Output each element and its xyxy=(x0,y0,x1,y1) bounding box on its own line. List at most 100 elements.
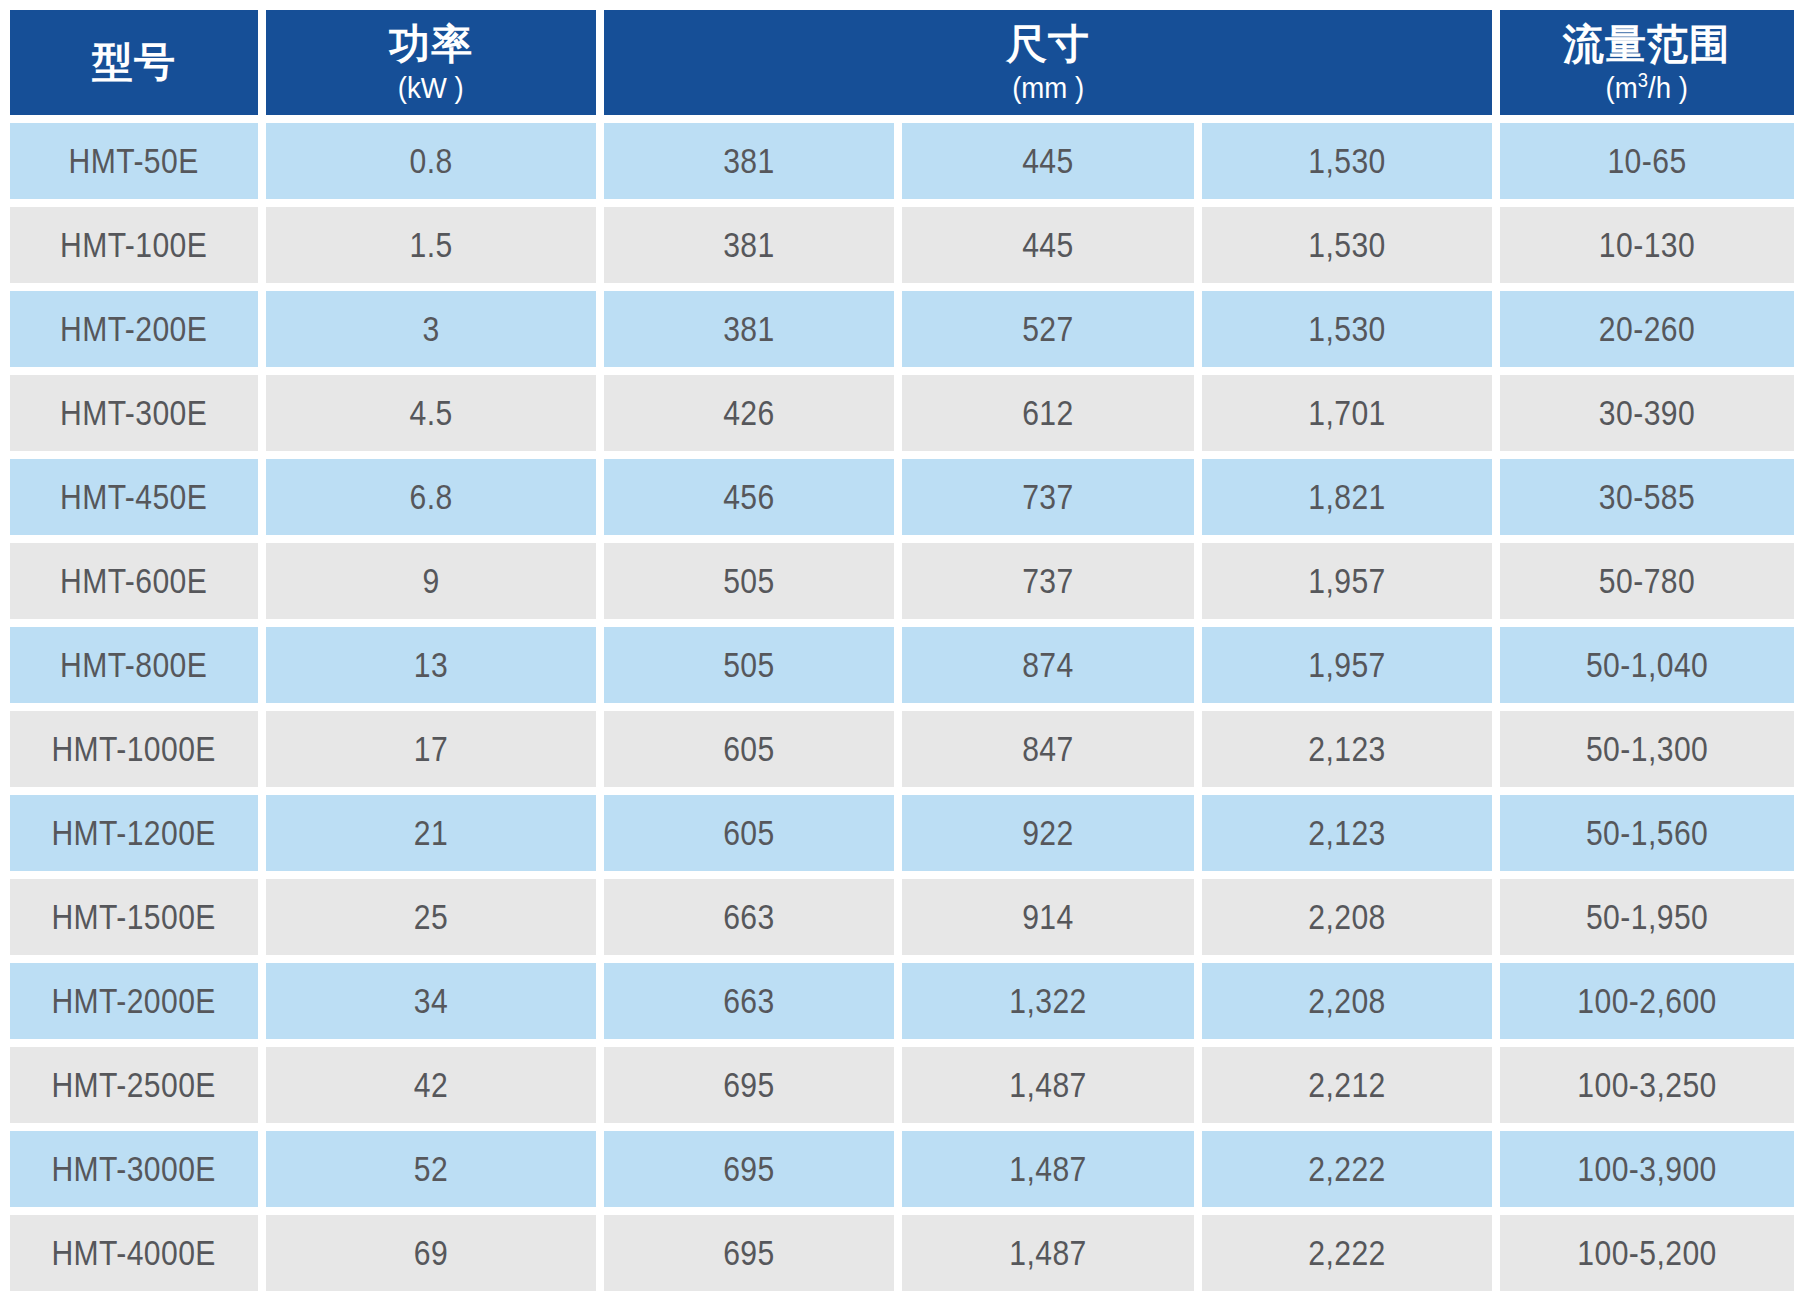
size-cell-1: 695 xyxy=(604,1131,894,1207)
model-value: HMT-50E xyxy=(69,141,199,181)
power-cell: 25 xyxy=(266,879,596,955)
size-cell-2: 737 xyxy=(902,543,1194,619)
flow-range-value: 10-65 xyxy=(1607,141,1686,181)
size-value-1: 381 xyxy=(723,309,775,349)
size-cell-1: 505 xyxy=(604,627,894,703)
flow-range-value: 50-1,300 xyxy=(1586,729,1708,769)
size-value-3: 1,530 xyxy=(1308,225,1385,265)
size-value-3: 1,701 xyxy=(1308,393,1385,433)
power-cell: 69 xyxy=(266,1215,596,1291)
size-value-2: 874 xyxy=(1022,645,1074,685)
size-cell-2: 445 xyxy=(902,123,1194,199)
size-value-1: 695 xyxy=(723,1149,775,1189)
size-value-1: 663 xyxy=(723,981,775,1021)
flow-range-value: 30-390 xyxy=(1599,393,1695,433)
size-value-2: 847 xyxy=(1022,729,1074,769)
header-size-title: 尺寸 xyxy=(1006,21,1090,68)
size-value-1: 605 xyxy=(723,813,775,853)
model-value: HMT-600E xyxy=(60,561,207,601)
size-cell-2: 612 xyxy=(902,375,1194,451)
size-cell-1: 663 xyxy=(604,879,894,955)
model-value: HMT-1200E xyxy=(52,813,216,853)
size-value-1: 381 xyxy=(723,225,775,265)
model-cell: HMT-800E xyxy=(10,627,258,703)
size-cell-1: 695 xyxy=(604,1215,894,1291)
header-power-title: 功率 xyxy=(389,21,473,68)
size-value-2: 1,322 xyxy=(1009,981,1086,1021)
size-value-3: 1,530 xyxy=(1308,309,1385,349)
model-cell: HMT-100E xyxy=(10,207,258,283)
flow-unit-suffix: /h ) xyxy=(1648,71,1688,104)
size-cell-2: 847 xyxy=(902,711,1194,787)
flow-range-value: 50-780 xyxy=(1599,561,1695,601)
power-value: 6.8 xyxy=(409,477,452,517)
size-value-3: 2,123 xyxy=(1308,729,1385,769)
size-cell-1: 605 xyxy=(604,711,894,787)
flow-range-cell: 50-1,300 xyxy=(1500,711,1794,787)
flow-range-value: 100-3,900 xyxy=(1577,1149,1716,1189)
flow-range-cell: 30-585 xyxy=(1500,459,1794,535)
size-cell-3: 1,957 xyxy=(1202,543,1492,619)
power-value: 52 xyxy=(414,1149,448,1189)
model-value: HMT-3000E xyxy=(52,1149,216,1189)
header-flow-range-title: 流量范围 xyxy=(1563,21,1731,68)
size-cell-1: 663 xyxy=(604,963,894,1039)
size-cell-2: 1,487 xyxy=(902,1215,1194,1291)
model-value: HMT-300E xyxy=(60,393,207,433)
size-cell-2: 527 xyxy=(902,291,1194,367)
size-cell-2: 914 xyxy=(902,879,1194,955)
size-cell-3: 2,208 xyxy=(1202,879,1492,955)
model-value: HMT-100E xyxy=(60,225,207,265)
flow-range-value: 30-585 xyxy=(1599,477,1695,517)
model-value: HMT-2000E xyxy=(52,981,216,1021)
header-power-unit: (kW ) xyxy=(398,71,464,104)
size-cell-1: 381 xyxy=(604,123,894,199)
size-cell-3: 1,957 xyxy=(1202,627,1492,703)
header-model: 型号 xyxy=(10,10,258,115)
flow-unit-superscript: 3 xyxy=(1638,69,1648,91)
size-value-2: 737 xyxy=(1022,477,1074,517)
header-size-unit: (mm ) xyxy=(1012,71,1084,104)
flow-range-cell: 30-390 xyxy=(1500,375,1794,451)
size-value-1: 426 xyxy=(723,393,775,433)
size-value-1: 456 xyxy=(723,477,775,517)
size-value-3: 1,821 xyxy=(1308,477,1385,517)
size-cell-3: 1,821 xyxy=(1202,459,1492,535)
model-value: HMT-1000E xyxy=(52,729,216,769)
size-value-2: 1,487 xyxy=(1009,1149,1086,1189)
size-value-3: 1,957 xyxy=(1308,561,1385,601)
power-value: 0.8 xyxy=(409,141,452,181)
size-cell-2: 922 xyxy=(902,795,1194,871)
model-cell: HMT-600E xyxy=(10,543,258,619)
power-value: 4.5 xyxy=(409,393,452,433)
model-cell: HMT-2000E xyxy=(10,963,258,1039)
model-cell: HMT-1500E xyxy=(10,879,258,955)
flow-range-cell: 100-2,600 xyxy=(1500,963,1794,1039)
size-value-3: 2,222 xyxy=(1308,1149,1385,1189)
power-value: 17 xyxy=(414,729,448,769)
brochure-page: 型号 功率 (kW ) 尺寸 (mm ) 流量范围 (m3/h ) HMT-50… xyxy=(0,0,1801,1309)
power-value: 9 xyxy=(422,561,439,601)
size-cell-3: 2,222 xyxy=(1202,1131,1492,1207)
power-cell: 4.5 xyxy=(266,375,596,451)
power-value: 42 xyxy=(414,1065,448,1105)
power-cell: 6.8 xyxy=(266,459,596,535)
size-value-3: 2,123 xyxy=(1308,813,1385,853)
size-cell-1: 695 xyxy=(604,1047,894,1123)
size-value-2: 612 xyxy=(1022,393,1074,433)
model-cell: HMT-3000E xyxy=(10,1131,258,1207)
size-value-1: 505 xyxy=(723,645,775,685)
power-cell: 3 xyxy=(266,291,596,367)
size-cell-1: 505 xyxy=(604,543,894,619)
model-cell: HMT-4000E xyxy=(10,1215,258,1291)
model-cell: HMT-50E xyxy=(10,123,258,199)
header-size: 尺寸 (mm ) xyxy=(604,10,1492,115)
flow-range-value: 100-3,250 xyxy=(1577,1065,1716,1105)
size-cell-2: 1,487 xyxy=(902,1131,1194,1207)
flow-range-cell: 50-1,040 xyxy=(1500,627,1794,703)
size-value-1: 605 xyxy=(723,729,775,769)
power-cell: 0.8 xyxy=(266,123,596,199)
size-value-3: 2,208 xyxy=(1308,897,1385,937)
flow-range-cell: 10-130 xyxy=(1500,207,1794,283)
power-value: 3 xyxy=(422,309,439,349)
